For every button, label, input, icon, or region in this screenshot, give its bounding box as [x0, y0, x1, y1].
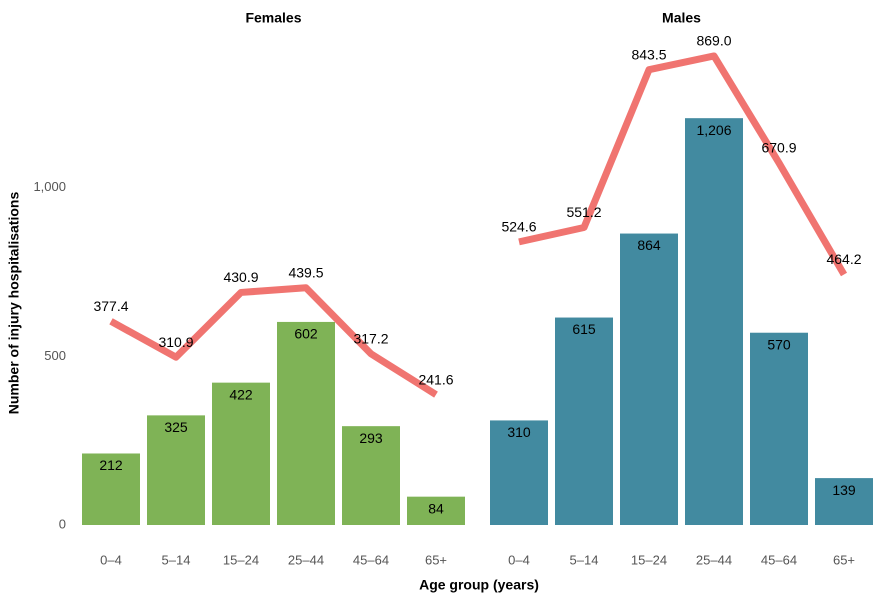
y-tick-label: 1,000	[33, 179, 66, 194]
bar	[212, 382, 270, 525]
panel-title: Females	[245, 10, 301, 26]
x-tick-label: 15–24	[223, 552, 259, 567]
x-tick-label: 15–24	[631, 552, 667, 567]
line-label: 464.2	[826, 251, 861, 267]
bar-label: 139	[832, 482, 856, 498]
line-label: 524.6	[501, 219, 536, 235]
bar	[750, 332, 808, 525]
y-tick-label: 0	[59, 516, 66, 531]
bar	[407, 496, 465, 525]
line-label: 241.6	[418, 371, 453, 387]
x-tick-label: 25–44	[696, 552, 732, 567]
bar-label: 310	[507, 424, 531, 440]
y-tick-label: 500	[44, 348, 66, 363]
x-tick-label: 0–4	[508, 552, 530, 567]
panel-title: Males	[662, 10, 701, 26]
bar-label: 84	[428, 500, 444, 516]
bar	[555, 317, 613, 525]
line-label: 869.0	[696, 33, 731, 49]
bar	[815, 478, 873, 525]
line-label: 551.2	[566, 204, 601, 220]
x-tick-label: 45–64	[353, 552, 389, 567]
line-label: 670.9	[761, 140, 796, 156]
bar-label: 212	[99, 457, 123, 473]
line-label: 377.4	[93, 298, 128, 314]
x-tick-label: 25–44	[288, 552, 324, 567]
bar	[490, 420, 548, 525]
bar	[147, 415, 205, 525]
rate-line	[109, 284, 438, 398]
bar-label: 293	[359, 430, 383, 446]
bar-label: 615	[572, 321, 596, 337]
line-label: 843.5	[631, 46, 666, 62]
bar-label: 325	[164, 419, 188, 435]
line-label: 317.2	[353, 330, 388, 346]
x-axis-title: Age group (years)	[419, 577, 539, 593]
line-label: 439.5	[288, 264, 323, 280]
line-label: 310.9	[158, 334, 193, 350]
bar-label: 1,206	[696, 122, 731, 138]
rate-line	[518, 52, 848, 277]
bar	[82, 453, 140, 525]
bar	[685, 118, 743, 526]
x-tick-label: 65+	[833, 552, 855, 567]
x-tick-label: 0–4	[100, 552, 122, 567]
line-label: 430.9	[223, 269, 258, 285]
bar-label: 864	[637, 237, 661, 253]
bar-label: 570	[767, 336, 791, 352]
bar	[342, 426, 400, 525]
x-tick-label: 5–14	[570, 552, 599, 567]
bar-label: 602	[294, 326, 318, 342]
bar	[620, 233, 678, 525]
y-axis-title: Number of injury hospitalisations	[6, 192, 22, 415]
bar	[277, 321, 335, 525]
bar-label: 422	[229, 386, 253, 402]
x-tick-label: 45–64	[761, 552, 797, 567]
x-tick-label: 5–14	[162, 552, 191, 567]
x-tick-label: 65+	[425, 552, 447, 567]
